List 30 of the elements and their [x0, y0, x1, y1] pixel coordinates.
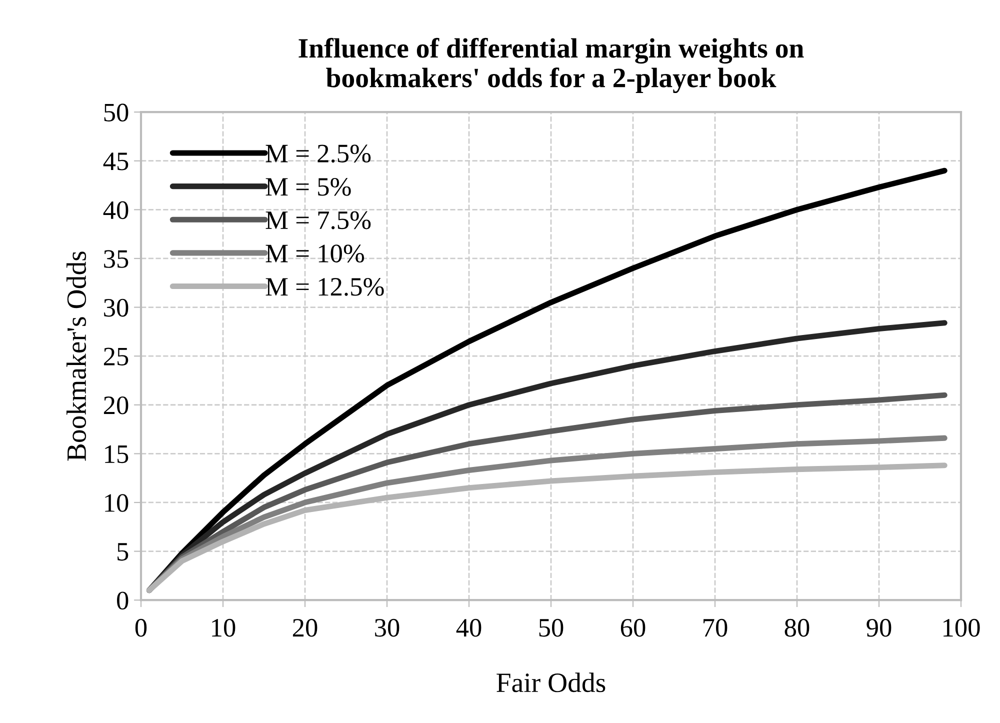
- y-tick-label: 15: [105, 445, 128, 464]
- x-tick-label: 20: [292, 618, 318, 637]
- legend-label: M = 12.5%: [266, 278, 384, 296]
- x-tick-label: 70: [704, 618, 728, 637]
- x-tick-label: 100: [944, 618, 980, 637]
- y-axis-title: Bookmaker's Odds: [66, 252, 86, 461]
- y-tick-label: 45: [103, 152, 128, 170]
- y-tick-label: 20: [104, 396, 128, 414]
- x-tick-label: 80: [784, 618, 810, 637]
- x-axis-title: Fair Odds: [496, 672, 606, 692]
- x-tick-label: 10: [212, 618, 236, 637]
- y-tick-label: 30: [104, 298, 128, 317]
- y-tick-label: 50: [104, 104, 128, 122]
- y-tick-label: 25: [104, 348, 128, 366]
- x-tick-label: 40: [456, 618, 482, 637]
- x-tick-label: 60: [620, 618, 646, 637]
- chart-title: Influence of differential margin weights on bookmakers' odds for a 2-player book: [298, 38, 804, 94]
- legend-label: M = 5%: [266, 178, 351, 196]
- legend-label: M = 10%: [266, 244, 364, 263]
- y-tick-label: 10: [105, 494, 128, 512]
- y-tick-label: 5: [118, 543, 128, 561]
- y-tick-label: 40: [103, 201, 128, 220]
- x-tick-label: 0: [135, 618, 147, 637]
- legend-label: M = 7.5%: [266, 211, 371, 230]
- x-tick-label: 50: [539, 618, 564, 637]
- legend-label: M = 2.5%: [266, 144, 371, 163]
- y-tick-label: 0: [117, 592, 128, 610]
- x-tick-label: 30: [375, 618, 400, 637]
- y-tick-label: 35: [104, 250, 128, 268]
- x-tick-label: 90: [866, 618, 892, 637]
